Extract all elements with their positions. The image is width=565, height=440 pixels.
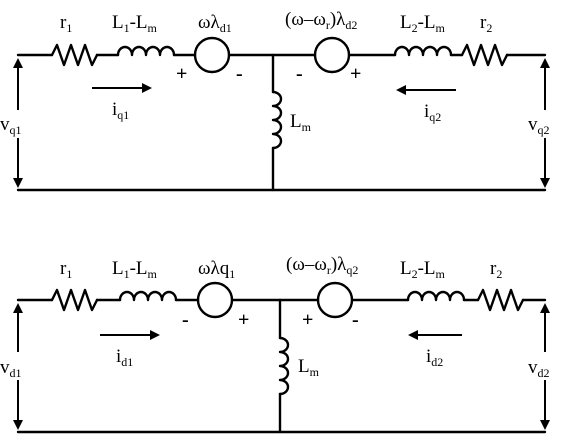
q-src1-plus: + bbox=[176, 63, 187, 85]
d-src2-label: (ω–ωr)λq2 bbox=[286, 254, 358, 277]
d-l1-label: L1-Lm bbox=[112, 258, 158, 281]
q-src2-minus: - bbox=[296, 63, 303, 85]
q-v-left-label: vq1 bbox=[0, 114, 22, 137]
d-source-2 bbox=[316, 281, 354, 319]
q-l1-label: L1-Lm bbox=[112, 12, 158, 35]
q-source-2 bbox=[313, 36, 351, 74]
d-i-left-label: id1 bbox=[116, 346, 133, 369]
q-l1-inductor bbox=[116, 45, 176, 57]
q-l2-inductor bbox=[393, 45, 453, 57]
d-src1-plus: + bbox=[238, 309, 249, 331]
d-l2-label: L2-Lm bbox=[400, 258, 446, 281]
q-v-right-label: vq2 bbox=[528, 114, 550, 137]
d-r2-resistor bbox=[476, 288, 525, 312]
q-axis-circuit: r1 L1-Lm ωλd1 (ω–ωr)λd2 L2-Lm r2 Lm vq1 … bbox=[0, 9, 550, 192]
q-r1-resistor bbox=[50, 43, 99, 67]
d-l1-inductor bbox=[118, 290, 178, 302]
d-l2-inductor bbox=[406, 290, 466, 302]
d-lm-inductor bbox=[278, 336, 290, 396]
q-src1-label: ωλd1 bbox=[198, 12, 232, 35]
d-i-right-label: id2 bbox=[426, 346, 443, 369]
q-l2-label: L2-Lm bbox=[400, 12, 446, 35]
d-axis-circuit: r1 L1-Lm ωλq1 (ω–ωr)λq2 L2-Lm r2 Lm vd1 … bbox=[0, 254, 550, 434]
q-r1-label: r1 bbox=[60, 12, 72, 35]
d-src2-plus: + bbox=[302, 309, 313, 331]
q-i-left-label: iq1 bbox=[112, 99, 129, 122]
q-lm-label: Lm bbox=[290, 111, 312, 134]
q-source-1 bbox=[193, 36, 231, 74]
q-lm-inductor bbox=[271, 90, 283, 150]
q-r2-label: r2 bbox=[480, 12, 492, 35]
d-src1-minus: - bbox=[182, 309, 189, 331]
d-r2-label: r2 bbox=[490, 258, 502, 281]
d-r1-resistor bbox=[50, 288, 99, 312]
d-src1-label: ωλq1 bbox=[198, 258, 235, 281]
d-r1-label: r1 bbox=[60, 258, 72, 281]
q-src2-plus: + bbox=[350, 63, 361, 85]
d-lm-label: Lm bbox=[298, 356, 320, 379]
d-source-1 bbox=[196, 281, 234, 319]
q-src1-minus: - bbox=[236, 63, 243, 85]
d-src2-minus: - bbox=[352, 309, 359, 331]
d-v-right-label: vd2 bbox=[528, 357, 550, 380]
d-v-left-label: vd1 bbox=[0, 357, 22, 380]
q-r2-resistor bbox=[460, 43, 509, 67]
q-i-right-label: iq2 bbox=[424, 101, 441, 124]
q-src2-label: (ω–ωr)λd2 bbox=[285, 9, 357, 32]
